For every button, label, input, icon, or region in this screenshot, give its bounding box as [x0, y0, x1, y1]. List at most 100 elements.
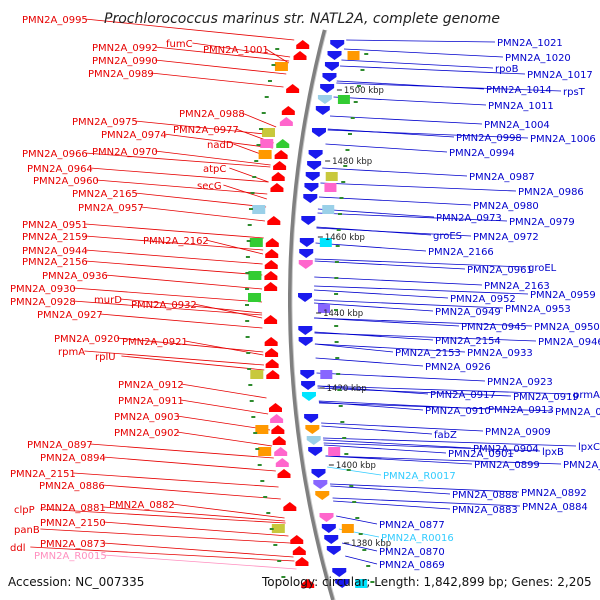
gene-label-pmn2a-0989[interactable]: PMN2A_0989	[88, 69, 154, 80]
gene-label-pmn2a-0957[interactable]: PMN2A_0957	[78, 203, 144, 214]
gene-label-lpxb[interactable]: lpxB	[542, 447, 564, 458]
gene-label-pmn2a-0914[interactable]: PMN2A_0914	[555, 407, 600, 418]
gene-label-pmn2a-2166[interactable]: PMN2A_2166	[428, 247, 494, 258]
gene-label-pmn2a-0977[interactable]: PMN2A_0977	[173, 125, 239, 136]
gene-label-pmn2a-0974[interactable]: PMN2A_0974	[101, 130, 167, 141]
gene-label-fumc[interactable]: fumC	[166, 39, 193, 50]
gene-label-pmn2a-0998[interactable]: PMN2A_0998	[456, 133, 522, 144]
gene-label-panb[interactable]: panB	[14, 525, 40, 536]
gene-label-pmn2a-0990[interactable]: PMN2A_0990	[92, 56, 158, 67]
gene-label-pmn2a-0945[interactable]: PMN2A_0945	[461, 322, 527, 333]
gene-label-pmn2a-0975[interactable]: PMN2A_0975	[72, 117, 138, 128]
gene-label-pmn2a-2154[interactable]: PMN2A_2154	[435, 336, 501, 347]
gene-label-pmn2a-1006[interactable]: PMN2A_1006	[530, 134, 596, 145]
gene-label-pmn2a-0901[interactable]: PMN2A_0901	[448, 449, 514, 460]
gene-label-pmn2a-0987[interactable]: PMN2A_0987	[469, 172, 535, 183]
gene-label-pmn2a-0986[interactable]: PMN2A_0986	[518, 187, 584, 198]
gene-label-pmn2a-1020[interactable]: PMN2A_1020	[505, 53, 571, 64]
gene-label-pmn2a-0894[interactable]: PMN2A_0894	[40, 453, 106, 464]
gene-label-rpst[interactable]: rpsT	[563, 87, 586, 98]
gene-label-pmn2a-0926[interactable]: PMN2A_0926	[425, 362, 491, 373]
gene-label-clpp[interactable]: clpP	[14, 505, 35, 516]
gene-label-lpxc[interactable]: lpxC	[578, 442, 600, 453]
gene-label-pmn2a-0919[interactable]: PMN2A_0919	[513, 392, 579, 403]
gene-label-pmn2a-0927[interactable]: PMN2A_0927	[37, 310, 103, 321]
gene-label-pmn2a-0972[interactable]: PMN2A_0972	[473, 232, 539, 243]
gene-label-pmn2a-1017[interactable]: PMN2A_1017	[527, 70, 593, 81]
gene-label-pmn2a-0952[interactable]: PMN2A_0952	[450, 294, 516, 305]
gene-label-pmn2a-0903[interactable]: PMN2A_0903	[114, 412, 180, 423]
gene-label-pmn2a-0930[interactable]: PMN2A_0930	[10, 284, 76, 295]
gene-label-pmn2a-0883[interactable]: PMN2A_0883	[452, 505, 518, 516]
gene-label-pmn2a-0953[interactable]: PMN2A_0953	[505, 304, 571, 315]
gene-label-pmn2a-0912[interactable]: PMN2A_0912	[118, 380, 184, 391]
gene-label-pmn2a-1004[interactable]: PMN2A_1004	[484, 120, 550, 131]
gene-label-pmn2a-0960[interactable]: PMN2A_0960	[33, 176, 99, 187]
gene-label-pmn2a-2163[interactable]: PMN2A_2163	[484, 281, 550, 292]
gene-label-pmn2a-0877[interactable]: PMN2A_0877	[379, 520, 445, 531]
gene-label-pmn2a-0992[interactable]: PMN2A_0992	[92, 43, 158, 54]
gene-label-pmn2a-1021[interactable]: PMN2A_1021	[497, 38, 563, 49]
gene-label-pmn2a-0882[interactable]: PMN2A_0882	[109, 500, 175, 511]
gene-label-pmn2a-0904[interactable]: PMN2A_0904	[473, 444, 539, 455]
gene-label-pmn2a-0892[interactable]: PMN2A_0892	[521, 488, 587, 499]
gene-label-pmn2a-0917[interactable]: PMN2A_0917	[430, 390, 496, 401]
gene-label-ddl[interactable]: ddl	[10, 543, 25, 554]
gene-label-pmn2a-0979[interactable]: PMN2A_0979	[509, 217, 575, 228]
gene-label-pmn2a-0902[interactable]: PMN2A_0902	[114, 428, 180, 439]
gene-label-murd[interactable]: murD	[94, 295, 122, 306]
gene-label-pmn2a-0928[interactable]: PMN2A_0928	[10, 297, 76, 308]
gene-label-pmn2a-0899[interactable]: PMN2A_0899	[474, 460, 540, 471]
gene-label-pmn2a-0950[interactable]: PMN2A_0950	[534, 322, 600, 333]
gene-label-rpma[interactable]: rpmA	[58, 347, 85, 358]
gene-label-pmn2a-0949[interactable]: PMN2A_0949	[435, 307, 501, 318]
gene-label-pmn2a-0988[interactable]: PMN2A_0988	[179, 109, 245, 120]
gene-label-pmn2a-2162[interactable]: PMN2A_2162	[143, 236, 209, 247]
gene-label-pmn2a-0932[interactable]: PMN2A_0932	[131, 300, 197, 311]
gene-label-pmn2a-0966[interactable]: PMN2A_0966	[22, 149, 88, 160]
gene-label-pmn2a-0911[interactable]: PMN2A_0911	[118, 396, 184, 407]
gene-label-pmn2a-0888[interactable]: PMN2A_0888	[452, 490, 518, 501]
gene-label-groes[interactable]: groES	[433, 231, 462, 242]
gene-label-pmn2a-1001[interactable]: PMN2A_1001	[203, 45, 269, 56]
gene-label-pmn2a-0886[interactable]: PMN2A_0886	[39, 481, 105, 492]
gene-label-fabz[interactable]: fabZ	[434, 430, 457, 441]
gene-label-pmn2a-0869[interactable]: PMN2A_0869	[379, 560, 445, 571]
gene-label-pmn2a-0873[interactable]: PMN2A_0873	[40, 539, 106, 550]
gene-label-pmn2a-2165[interactable]: PMN2A_2165	[72, 189, 138, 200]
gene-label-pmn2a-0995[interactable]: PMN2A_0995	[22, 15, 88, 26]
gene-label-pmn2a-1011[interactable]: PMN2A_1011	[488, 101, 554, 112]
gene-label-pmn2a-1014[interactable]: PMN2A_1014	[486, 85, 552, 96]
gene-label-rplu[interactable]: rplU	[95, 352, 116, 363]
gene-label-pmn2a-2150[interactable]: PMN2A_2150	[40, 518, 106, 529]
gene-label-pmn2a-0964[interactable]: PMN2A_0964	[27, 164, 93, 175]
gene-label-secg[interactable]: secG	[197, 181, 222, 192]
gene-label-pmn2a-0913[interactable]: PMN2A_0913	[488, 405, 554, 416]
gene-label-pmn2a-0961[interactable]: PMN2A_0961	[467, 265, 533, 276]
gene-label-pmn2a-0973[interactable]: PMN2A_0973	[436, 213, 502, 224]
gene-label-pmn2a-0959[interactable]: PMN2A_0959	[530, 290, 596, 301]
gene-label-nadd[interactable]: nadD	[207, 140, 234, 151]
gene-label-pmn2a-0921[interactable]: PMN2A_0921	[122, 337, 188, 348]
gene-label-pmn2a-0910[interactable]: PMN2A_0910	[425, 406, 491, 417]
gene-label-pmn2a-r0015[interactable]: PMN2A_R0015	[34, 551, 107, 562]
gene-label-pmn2a-2151[interactable]: PMN2A_2151	[10, 469, 76, 480]
gene-label-pmn2a-0884[interactable]: PMN2A_0884	[522, 502, 588, 513]
gene-label-pmn2a-0936[interactable]: PMN2A_0936	[42, 271, 108, 282]
gene-label-pmn2a-0994[interactable]: PMN2A_0994	[449, 148, 515, 159]
gene-label-pmn2a-0897[interactable]: PMN2A_0897	[27, 440, 93, 451]
gene-labels[interactable]: PMN2A_0995 fumC PMN2A_1001 PMN2A_0992 PMN2A_…	[10, 15, 600, 571]
gene-label-prma[interactable]: prmA	[573, 390, 600, 401]
gene-label-pmn2a-0923[interactable]: PMN2A_0923	[487, 377, 553, 388]
gene-label-pmn2a-2153[interactable]: PMN2A_2153	[395, 348, 461, 359]
gene-label-pmn2a-0881[interactable]: PMN2A_0881	[40, 503, 106, 514]
gene-label-pmn2a-r0016[interactable]: PMN2A_R0016	[381, 533, 454, 544]
gene-label-pmn2a-0970[interactable]: PMN2A_0970	[92, 147, 158, 158]
gene-label-rpob[interactable]: rpoB	[495, 64, 519, 75]
gene-label-pmn2a-0946[interactable]: PMN2A_0946	[538, 337, 600, 348]
gene-label-pmn2a-0944[interactable]: PMN2A_0944	[22, 246, 88, 257]
gene-label-pmn2a-0900[interactable]: PMN2A_0900	[563, 460, 600, 471]
gene-label-pmn2a-0870[interactable]: PMN2A_0870	[379, 547, 445, 558]
gene-label-pmn2a-0951[interactable]: PMN2A_0951	[22, 220, 88, 231]
gene-label-pmn2a-r0017[interactable]: PMN2A_R0017	[383, 471, 456, 482]
